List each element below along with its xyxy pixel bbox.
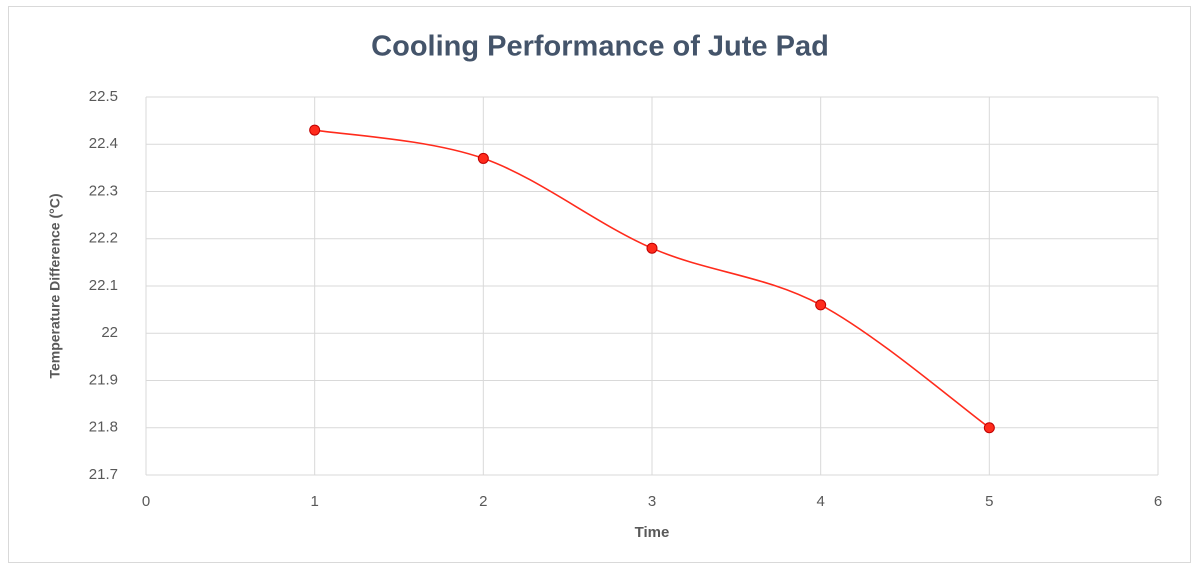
- x-tick-label: 1: [310, 493, 318, 510]
- y-tick-label: 22: [101, 324, 118, 341]
- y-tick-label: 22.3: [89, 182, 118, 199]
- data-point: [477, 152, 489, 164]
- x-tick-label: 2: [479, 493, 487, 510]
- chart-frame: [8, 6, 1191, 563]
- x-tick-label: 3: [648, 493, 656, 510]
- y-tick-label: 22.4: [89, 135, 118, 152]
- y-tick-label: 21.8: [89, 419, 118, 436]
- data-point: [815, 299, 827, 311]
- x-tick-label: 0: [142, 493, 150, 510]
- x-tick-label: 5: [985, 493, 993, 510]
- y-tick-label: 22.5: [89, 88, 118, 105]
- y-tick-label: 22.1: [89, 277, 118, 294]
- y-tick-label: 21.9: [89, 371, 118, 388]
- chart-title: Cooling Performance of Jute Pad: [371, 31, 829, 63]
- x-axis-label: Time: [635, 524, 670, 541]
- data-point: [646, 242, 658, 254]
- y-axis-label: Temperature Difference (°C): [47, 193, 63, 378]
- x-tick-label: 4: [816, 493, 824, 510]
- x-tick-label: 6: [1154, 493, 1162, 510]
- y-tick-label: 22.2: [89, 230, 118, 247]
- data-point: [309, 124, 321, 136]
- data-point: [983, 422, 995, 434]
- y-tick-label: 21.7: [89, 466, 118, 483]
